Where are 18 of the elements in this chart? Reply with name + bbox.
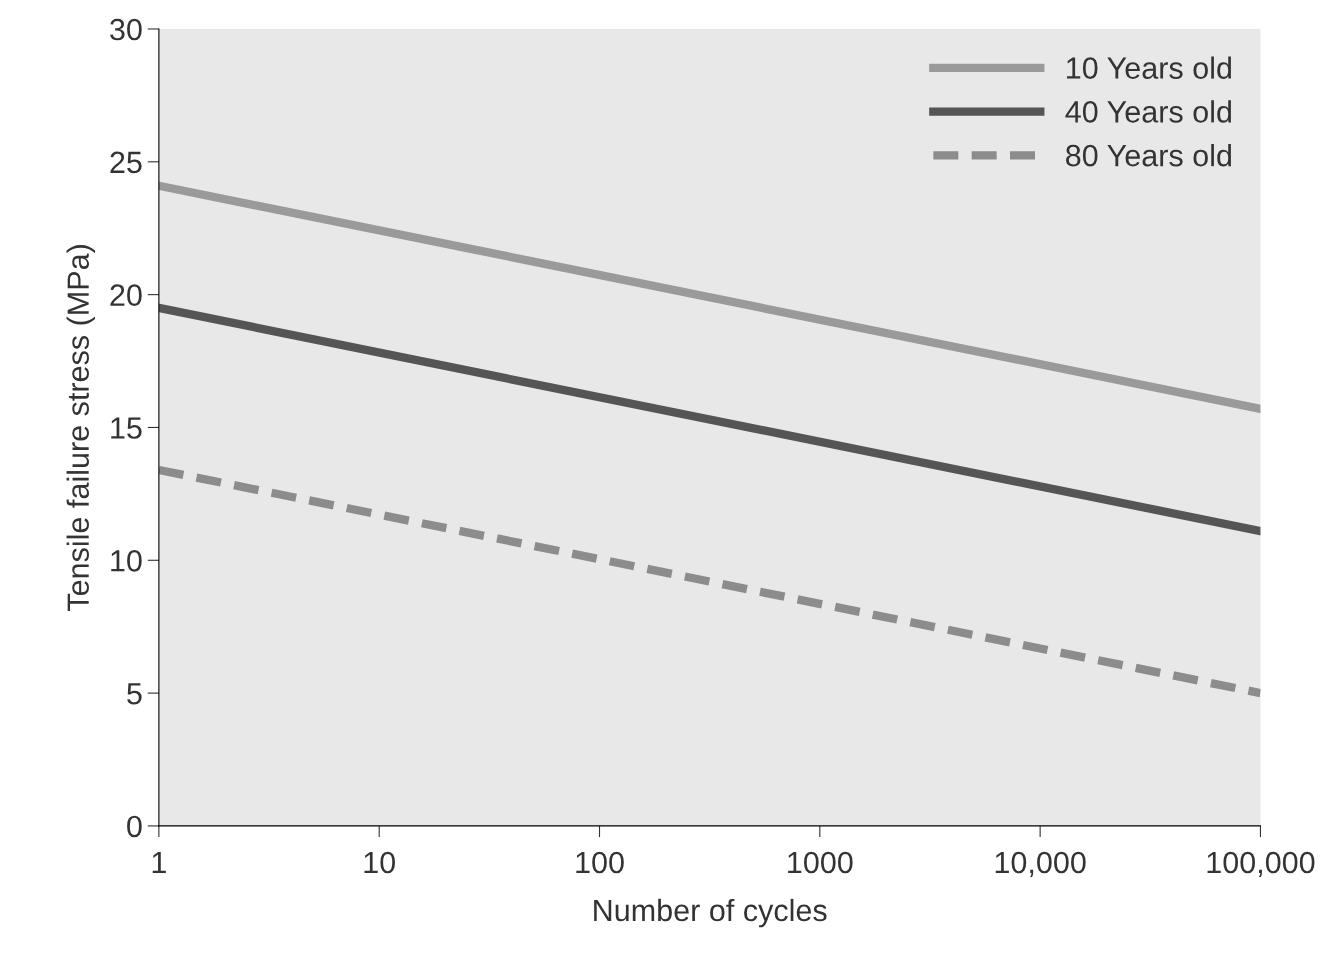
y-tick-label: 20	[110, 284, 142, 306]
x-tick-label: 100,000	[1207, 851, 1315, 877]
x-tick-label: 10,000	[995, 851, 1086, 877]
y-tick-label: 25	[110, 151, 142, 174]
y-tick-label: 0	[127, 815, 142, 838]
y-tick-label: 10	[111, 550, 142, 572]
legend-label: 10 Years old	[1067, 56, 1231, 79]
y-tick-label: 15	[111, 417, 142, 439]
x-tick-label: 1000	[788, 851, 853, 874]
y-axis-title: Tensile failure stress (MPa)	[66, 245, 96, 611]
x-tick-label: 100	[576, 851, 624, 874]
x-axis-title: Number of cycles	[594, 898, 827, 928]
x-tick-label: 1	[152, 852, 166, 874]
legend-label: 40 Years old	[1065, 100, 1231, 123]
y-tick-label: 5	[127, 683, 142, 705]
legend-label: 80 Years old	[1066, 144, 1231, 167]
x-tick-label: 10	[364, 851, 395, 874]
y-tick-label: 30	[110, 18, 142, 41]
